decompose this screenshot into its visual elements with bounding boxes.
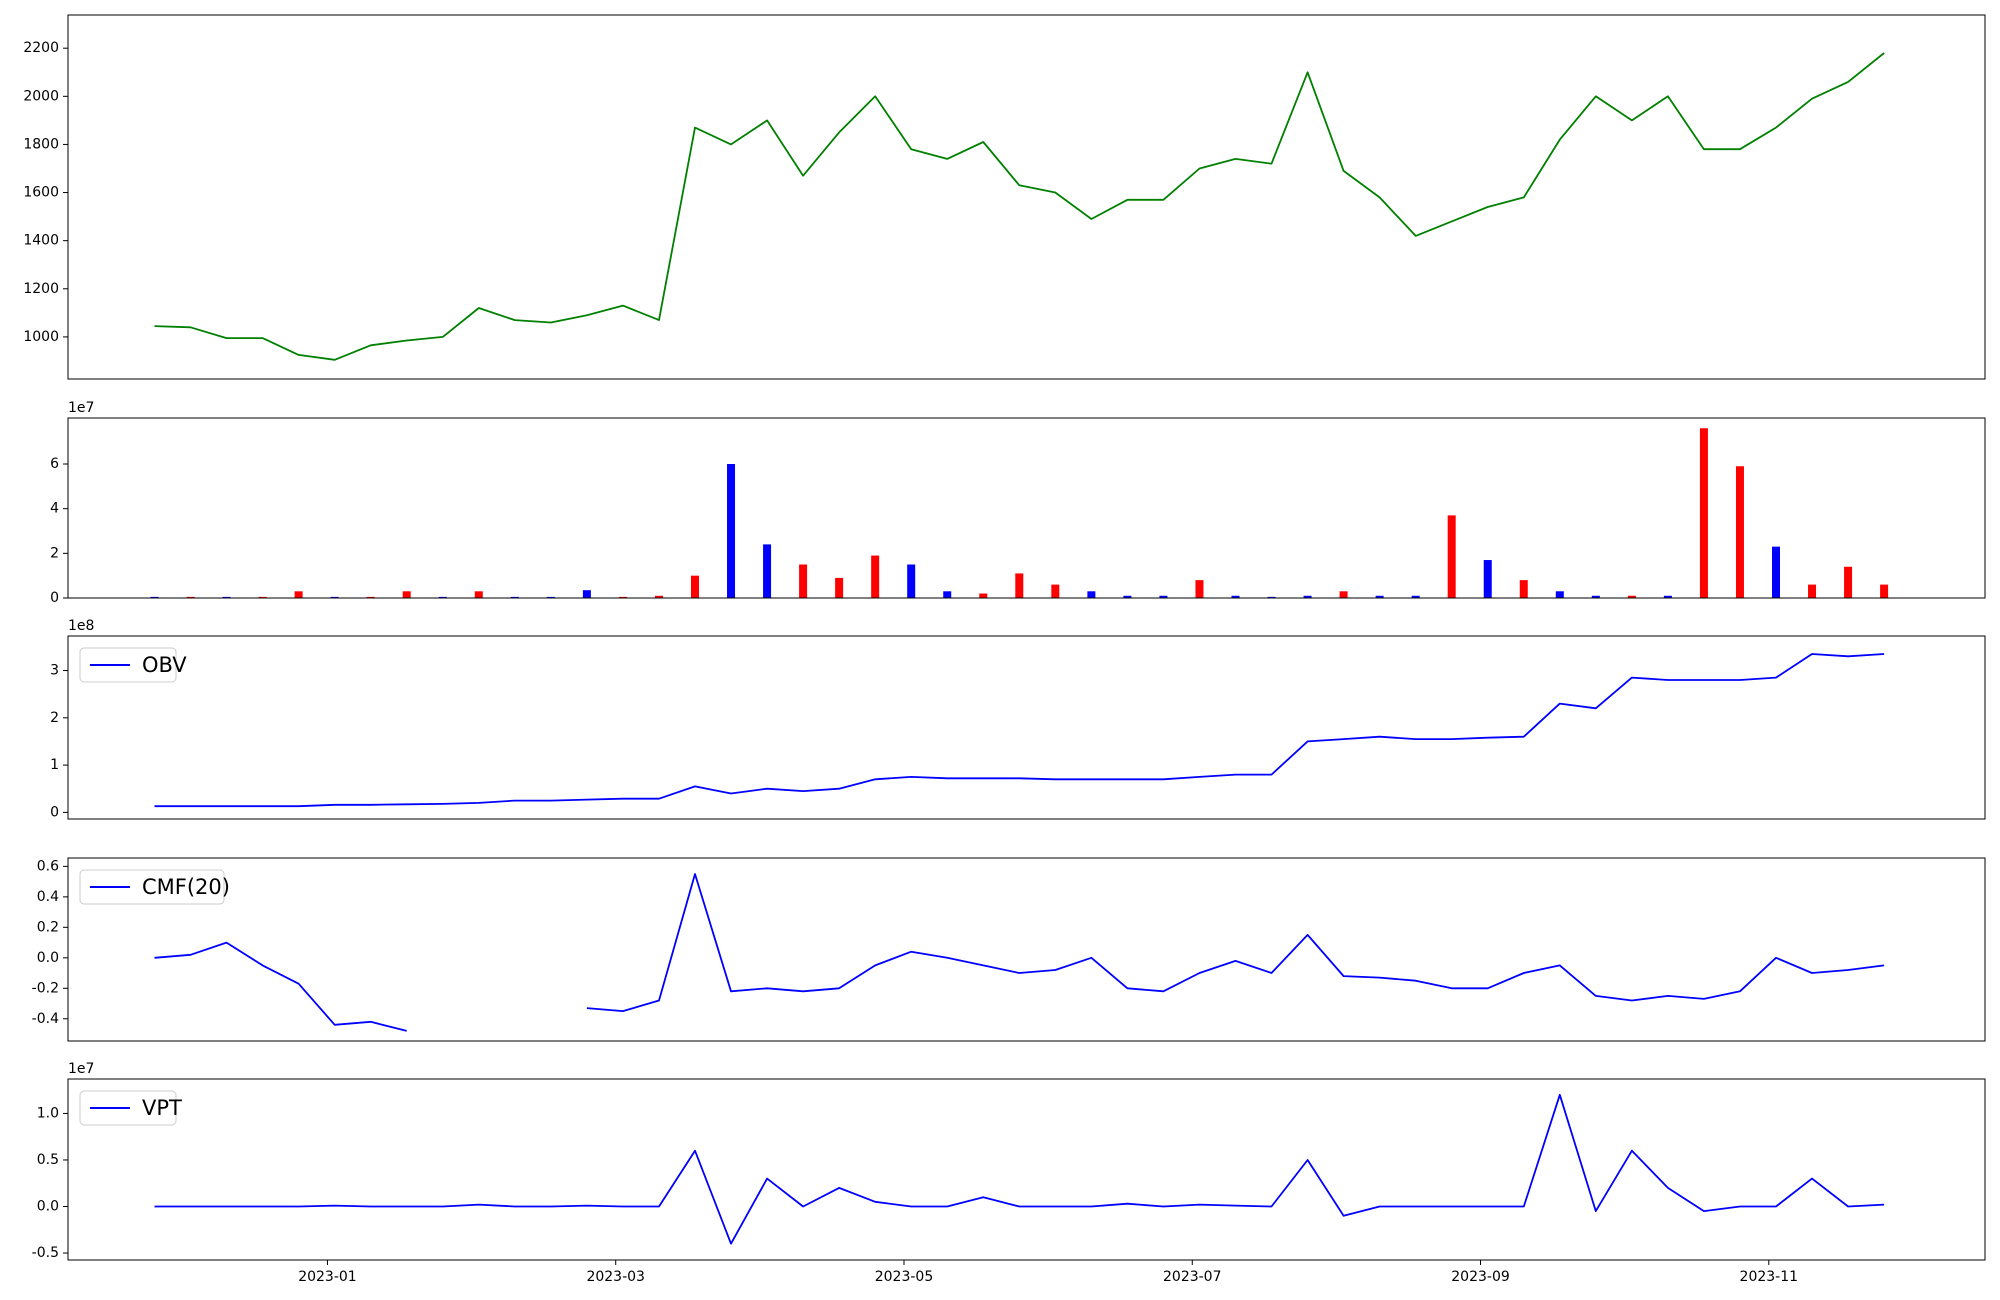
axes-frame	[67, 417, 1986, 599]
bar	[1411, 595, 1420, 598]
y-tick-label: -0.5	[32, 1245, 59, 1261]
y-tick-label: 0.2	[37, 919, 59, 935]
bar	[727, 464, 736, 598]
bar	[1375, 595, 1384, 598]
bar	[1303, 595, 1312, 598]
bar	[979, 593, 988, 598]
bar	[546, 596, 555, 598]
y-tick-label: 1400	[23, 233, 59, 249]
y-tick-label: 1	[50, 757, 59, 773]
x-tick-label: 2023-05	[875, 1269, 934, 1285]
y-tick-label: 0.4	[37, 889, 59, 905]
y-tick-label: 1800	[23, 136, 59, 152]
y-tick-label: 1000	[23, 329, 59, 345]
bar	[1087, 591, 1096, 598]
offset-label: 1e7	[68, 1061, 94, 1077]
y-tick-label: 1200	[23, 281, 59, 297]
bar	[1663, 595, 1672, 598]
y-tick-label: 2	[50, 545, 59, 561]
bar	[1483, 560, 1492, 598]
line	[154, 873, 1885, 1032]
y-tick-label: 2200	[23, 40, 59, 56]
bar	[1195, 580, 1204, 598]
legend-box	[79, 869, 225, 905]
y-tick-label: 0	[50, 804, 59, 820]
bar	[294, 591, 303, 598]
bar	[763, 544, 772, 598]
offset-label: 1e8	[68, 618, 94, 634]
y-tick-label: 2000	[23, 88, 59, 104]
bar	[1015, 573, 1024, 598]
axes-frame	[67, 635, 1986, 820]
axes-frame	[67, 1078, 1986, 1261]
y-tick-label: 0.6	[37, 858, 59, 874]
axes-frame	[67, 14, 1986, 380]
y-tick-label: 1.0	[37, 1105, 59, 1121]
x-tick-label: 2023-11	[1740, 1269, 1799, 1285]
bar	[871, 555, 880, 598]
bar	[943, 591, 952, 598]
y-tick-label: 6	[50, 456, 59, 472]
legend-label: OBV	[142, 653, 187, 677]
bar	[1880, 584, 1889, 598]
line	[154, 653, 1885, 808]
bar	[799, 564, 808, 598]
x-tick-label: 2023-09	[1451, 1269, 1510, 1285]
bar	[1808, 584, 1817, 598]
bar	[1844, 566, 1853, 598]
bar	[1231, 595, 1240, 598]
bar	[907, 564, 916, 598]
bar	[1267, 596, 1276, 598]
bar	[1123, 595, 1132, 598]
bar	[186, 596, 195, 598]
bar	[654, 595, 663, 598]
bar	[1447, 515, 1456, 598]
y-tick-label: 0.0	[37, 950, 59, 966]
line	[154, 52, 1885, 361]
legend-label: VPT	[142, 1096, 182, 1120]
y-tick-label: 0	[50, 590, 59, 606]
bar	[1591, 595, 1600, 598]
bar	[1555, 591, 1564, 598]
y-tick-label: 2	[50, 710, 59, 726]
axes-frame	[67, 857, 1986, 1042]
bar	[1772, 546, 1781, 598]
bar	[438, 596, 447, 598]
bar	[582, 590, 591, 598]
x-tick-label: 2023-01	[298, 1269, 357, 1285]
bar	[510, 596, 519, 598]
bar	[258, 596, 267, 598]
y-tick-label: -0.2	[32, 980, 59, 996]
bar	[835, 577, 844, 598]
y-tick-label: 1600	[23, 185, 59, 201]
bar	[1627, 595, 1636, 598]
bar	[474, 591, 483, 598]
bar	[150, 596, 159, 598]
bar	[366, 596, 375, 598]
legend-label: CMF(20)	[142, 875, 230, 899]
bar	[1699, 428, 1708, 598]
offset-label: 1e7	[68, 400, 94, 416]
y-tick-label: 0.0	[37, 1198, 59, 1214]
bar	[1051, 584, 1060, 598]
y-tick-label: 3	[50, 663, 59, 679]
bar	[402, 591, 411, 598]
x-tick-label: 2023-03	[586, 1269, 645, 1285]
y-tick-label: -0.4	[32, 1011, 59, 1027]
bar	[330, 596, 339, 598]
bar	[222, 596, 231, 598]
bar	[1159, 595, 1168, 598]
bar	[1735, 466, 1744, 598]
line	[154, 1093, 1885, 1245]
y-tick-label: 0.5	[37, 1152, 59, 1168]
bar	[1519, 580, 1528, 598]
y-tick-label: 4	[50, 501, 59, 517]
bar	[618, 596, 627, 598]
x-tick-label: 2023-07	[1163, 1269, 1222, 1285]
bar	[690, 575, 699, 598]
bar	[1339, 591, 1348, 598]
